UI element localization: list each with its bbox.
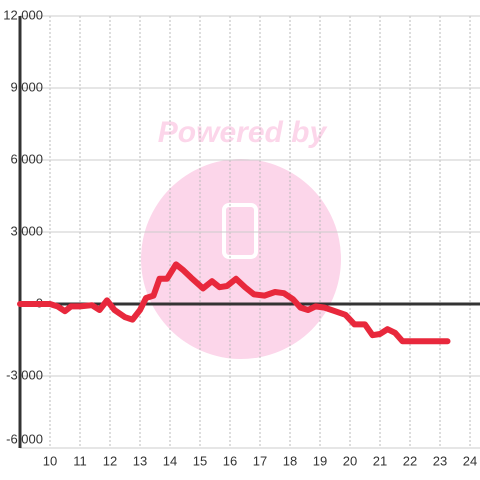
x-tick-label: 11 [73, 453, 87, 468]
x-tick-label: 18 [283, 453, 297, 468]
y-tick-label: 12,000 [3, 7, 43, 22]
watermark-logo [141, 159, 341, 359]
x-tick-label: 15 [193, 453, 207, 468]
x-tick-label: 10 [43, 453, 57, 468]
y-tick-label: 9,000 [10, 79, 43, 94]
x-tick-label: 17 [253, 453, 267, 468]
watermark-text: Powered by [158, 116, 328, 149]
x-tick-label: 23 [433, 453, 447, 468]
x-tick-label: 13 [133, 453, 147, 468]
x-tick-label: 21 [373, 453, 387, 468]
x-tick-label: 20 [343, 453, 357, 468]
y-tick-label: -6,000 [6, 431, 43, 446]
x-tick-label: 16 [223, 453, 237, 468]
x-tick-label: 24 [463, 453, 477, 468]
x-tick-label: 12 [103, 453, 117, 468]
x-tick-label: 22 [403, 453, 417, 468]
y-tick-label: -3,000 [6, 367, 43, 382]
x-tick-label: 19 [313, 453, 327, 468]
y-tick-label: 3,000 [10, 223, 43, 238]
watermark-icon [222, 203, 258, 259]
x-tick-label: 14 [163, 453, 177, 468]
data-line [17, 261, 451, 345]
y-tick-label: 6,000 [10, 151, 43, 166]
